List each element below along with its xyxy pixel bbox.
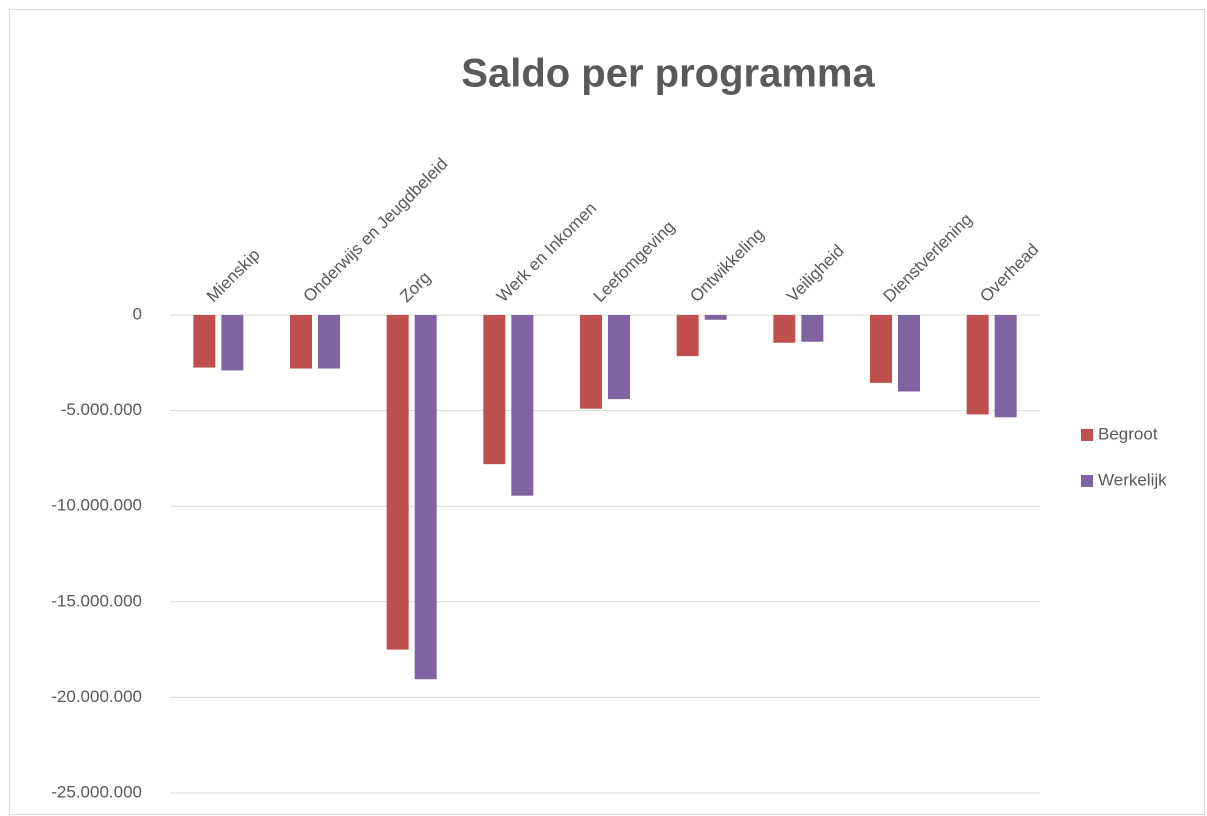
- bar: [511, 315, 534, 496]
- bar: [870, 315, 892, 383]
- legend-label: Werkelijk: [1098, 470, 1167, 489]
- y-tick-label: -25.000.000: [51, 782, 142, 801]
- bar: [994, 315, 1017, 418]
- bar: [386, 315, 409, 650]
- bar: [801, 315, 824, 342]
- legend-swatch: [1081, 429, 1093, 441]
- legend-label: Begroot: [1098, 424, 1158, 443]
- bar: [580, 315, 602, 409]
- y-tick-label: 0: [133, 304, 142, 323]
- chart-title: Saldo per programma: [461, 52, 875, 96]
- bar: [704, 315, 727, 320]
- bar: [318, 315, 340, 369]
- y-tick-label: -20.000.000: [51, 687, 142, 706]
- bar: [608, 315, 630, 400]
- y-tick-label: -10.000.000: [51, 496, 142, 515]
- bar: [221, 315, 244, 371]
- bar: [414, 315, 437, 680]
- bar: [483, 315, 506, 465]
- y-tick-label: -5.000.000: [61, 400, 142, 419]
- bar: [290, 315, 312, 369]
- bar: [966, 315, 989, 415]
- bar: [193, 315, 216, 368]
- bar: [773, 315, 796, 343]
- bar: [898, 315, 920, 392]
- y-tick-label: -15.000.000: [51, 591, 142, 610]
- chart-border: [9, 9, 1205, 815]
- bar: [676, 315, 699, 357]
- legend-swatch: [1081, 475, 1093, 487]
